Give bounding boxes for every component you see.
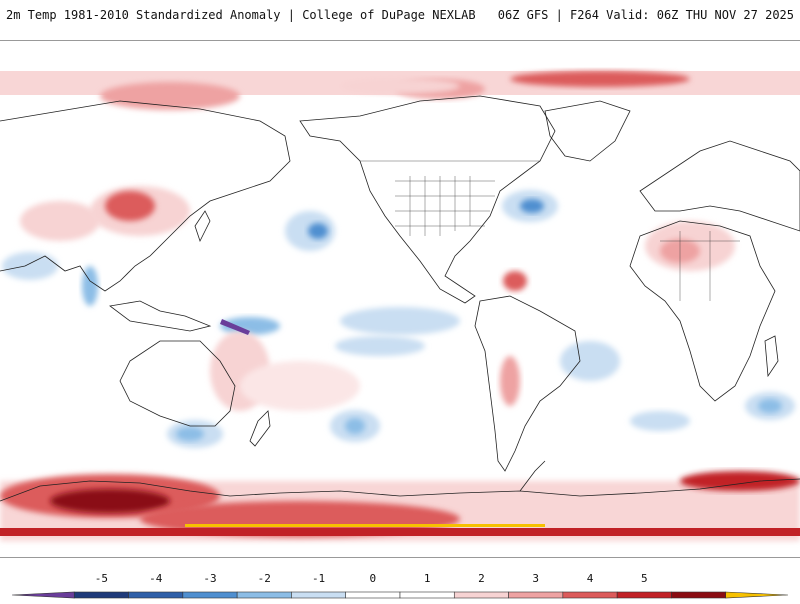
map-title: 2m Temp 1981-2010 Standardized Anomaly |… [6,8,476,22]
anomaly-blob [340,78,460,94]
anomaly-blob [308,223,328,239]
anomaly-blob [220,317,280,335]
anomaly-blob [105,191,155,221]
colorbar-bin [11,591,75,599]
extreme-warm-strip [185,524,545,527]
anomaly-blob [220,319,250,335]
colorbar-bin [291,591,347,599]
anomaly-blob [100,82,240,110]
colorbar-tick-label: -5 [95,572,108,585]
colorbar-bin [73,591,129,599]
anomaly-blob [630,411,690,431]
colorbar-bin [562,591,618,599]
colorbar-bin [616,591,672,599]
anomaly-blob [340,307,460,335]
anomaly-blob [82,266,98,306]
anomaly-blob [176,427,204,441]
anomaly-blob [510,71,690,87]
colorbar-tick-label: -2 [258,572,271,585]
colorbar-tick-label: 3 [532,572,539,585]
colorbar-tick-label: 0 [370,572,377,585]
colorbar-tick-label: 1 [424,572,431,585]
colorbar-bin [345,591,401,599]
colorbar-bin [453,591,509,599]
colorbar-bin [725,591,789,599]
political-borders [360,160,740,301]
colorbar-bin [128,591,184,599]
map-canvas [0,41,800,557]
anomaly-blob [240,361,360,411]
colorbar-bin [671,591,727,599]
colorbar-tick-label: -3 [203,572,216,585]
colorbar-tick-label: -4 [149,572,163,585]
anomaly-blob [335,336,425,356]
anomaly-blob [560,341,620,381]
colorbar-bin [182,591,238,599]
colorbar-tick-label: 4 [587,572,594,585]
anomaly-blob [20,201,100,241]
anomaly-blob [50,489,170,513]
anomaly-blob [2,252,58,280]
anomaly-blob [503,271,527,291]
anomaly-blob [520,199,544,213]
anomaly-map [0,40,800,558]
colorbar-tick-label: 5 [641,572,648,585]
colorbar-tick-label: -1 [312,572,325,585]
colorbar: -5 -4 -3 -2 -1 0 1 2 3 4 5 [0,568,800,600]
coastlines [0,95,800,502]
run-info: 06Z GFS | F264 Valid: 06Z THU NOV 27 202… [497,8,794,22]
colorbar-bin [236,591,292,599]
antarctic-deep-warm [0,528,800,536]
colorbar-tick-label: 2 [478,572,485,585]
map-header: 2m Temp 1981-2010 Standardized Anomaly |… [0,0,800,30]
colorbar-bin [399,591,455,599]
anomaly-blob [345,418,365,434]
anomaly-blob [680,471,800,491]
anomaly-blob [758,399,782,413]
map-background [0,41,800,557]
colorbar-svg: -5 -4 -3 -2 -1 0 1 2 3 4 5 [11,572,789,599]
anomaly-blob [500,356,520,406]
colorbar-bin [508,591,564,599]
